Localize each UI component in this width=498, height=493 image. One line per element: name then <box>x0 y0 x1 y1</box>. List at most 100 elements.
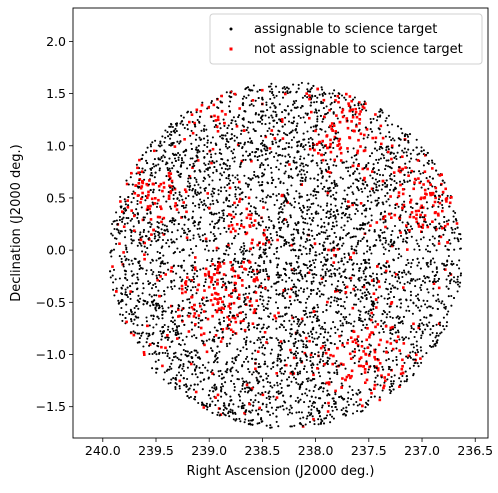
point-assignable <box>298 279 301 282</box>
point-assignable <box>157 359 160 362</box>
point-assignable <box>326 363 329 366</box>
point-assignable <box>296 278 299 281</box>
point-assignable <box>300 81 303 84</box>
point-assignable <box>197 401 200 405</box>
point-assignable <box>227 124 230 127</box>
point-assignable <box>246 386 249 389</box>
point-assignable <box>279 354 282 357</box>
point-not-assignable <box>247 196 251 200</box>
point-assignable <box>191 269 194 272</box>
point-assignable <box>322 293 325 296</box>
point-assignable <box>264 252 267 255</box>
point-assignable <box>421 206 424 209</box>
point-assignable <box>329 215 332 219</box>
point-assignable <box>153 299 156 302</box>
point-assignable <box>384 281 387 284</box>
point-assignable <box>388 135 391 139</box>
point-assignable <box>168 330 172 333</box>
point-assignable <box>360 262 363 265</box>
point-not-assignable <box>351 203 354 207</box>
point-assignable <box>428 305 431 308</box>
point-assignable <box>288 384 291 387</box>
point-not-assignable <box>353 350 356 354</box>
point-not-assignable <box>374 358 377 361</box>
point-assignable <box>283 204 286 207</box>
point-not-assignable <box>133 214 136 218</box>
point-assignable <box>242 125 246 128</box>
point-assignable <box>255 268 259 271</box>
point-assignable <box>191 360 194 363</box>
point-assignable <box>322 310 325 314</box>
point-not-assignable <box>140 197 143 201</box>
point-assignable <box>425 316 428 319</box>
point-assignable <box>295 90 298 93</box>
point-not-assignable <box>168 184 171 188</box>
point-assignable <box>356 204 359 207</box>
point-assignable <box>415 239 418 242</box>
point-assignable <box>385 148 388 152</box>
point-assignable <box>277 344 280 347</box>
point-assignable <box>241 117 244 120</box>
point-assignable <box>110 255 113 258</box>
point-assignable <box>313 261 316 265</box>
point-assignable <box>169 219 172 222</box>
point-not-assignable <box>391 325 394 329</box>
point-not-assignable <box>220 311 224 314</box>
point-assignable <box>406 221 409 224</box>
point-assignable <box>310 408 313 411</box>
point-assignable <box>189 111 193 114</box>
point-assignable <box>259 199 262 202</box>
point-assignable <box>189 238 192 242</box>
point-assignable <box>412 170 416 173</box>
point-assignable <box>228 199 231 202</box>
point-assignable <box>158 273 161 277</box>
point-not-assignable <box>354 107 357 111</box>
point-assignable <box>264 123 267 126</box>
point-not-assignable <box>353 338 357 342</box>
point-assignable <box>307 208 310 211</box>
point-assignable <box>188 229 192 232</box>
point-assignable <box>434 336 437 339</box>
point-assignable <box>333 246 336 249</box>
point-assignable <box>236 348 239 351</box>
point-assignable <box>311 321 314 324</box>
point-not-assignable <box>443 224 447 228</box>
point-not-assignable <box>357 364 361 368</box>
point-not-assignable <box>202 332 206 335</box>
point-assignable <box>324 130 327 133</box>
point-assignable <box>226 132 229 135</box>
point-assignable <box>198 221 202 224</box>
point-assignable <box>208 160 211 163</box>
point-assignable <box>284 164 287 167</box>
point-assignable <box>297 401 300 404</box>
point-not-assignable <box>173 145 177 148</box>
point-assignable <box>309 223 312 226</box>
point-assignable <box>298 207 301 210</box>
point-assignable <box>336 328 339 331</box>
point-assignable <box>246 183 249 186</box>
point-assignable <box>330 272 333 275</box>
point-not-assignable <box>246 296 249 299</box>
point-assignable <box>228 247 231 250</box>
point-not-assignable <box>389 302 393 306</box>
point-assignable <box>182 206 185 209</box>
point-assignable <box>268 122 271 125</box>
point-assignable <box>177 371 181 374</box>
point-assignable <box>303 323 306 326</box>
point-assignable <box>147 230 150 233</box>
point-assignable <box>328 234 331 237</box>
point-assignable <box>316 164 319 167</box>
point-assignable <box>311 154 314 157</box>
point-assignable <box>279 138 282 142</box>
point-assignable <box>229 292 233 295</box>
point-assignable <box>276 338 280 342</box>
point-assignable <box>137 262 140 265</box>
point-assignable <box>324 344 327 347</box>
point-assignable <box>292 100 295 103</box>
point-assignable <box>450 226 453 229</box>
point-assignable <box>340 226 343 229</box>
point-not-assignable <box>381 136 385 140</box>
point-assignable <box>206 369 209 372</box>
point-not-assignable <box>338 143 341 146</box>
point-assignable <box>386 313 389 316</box>
